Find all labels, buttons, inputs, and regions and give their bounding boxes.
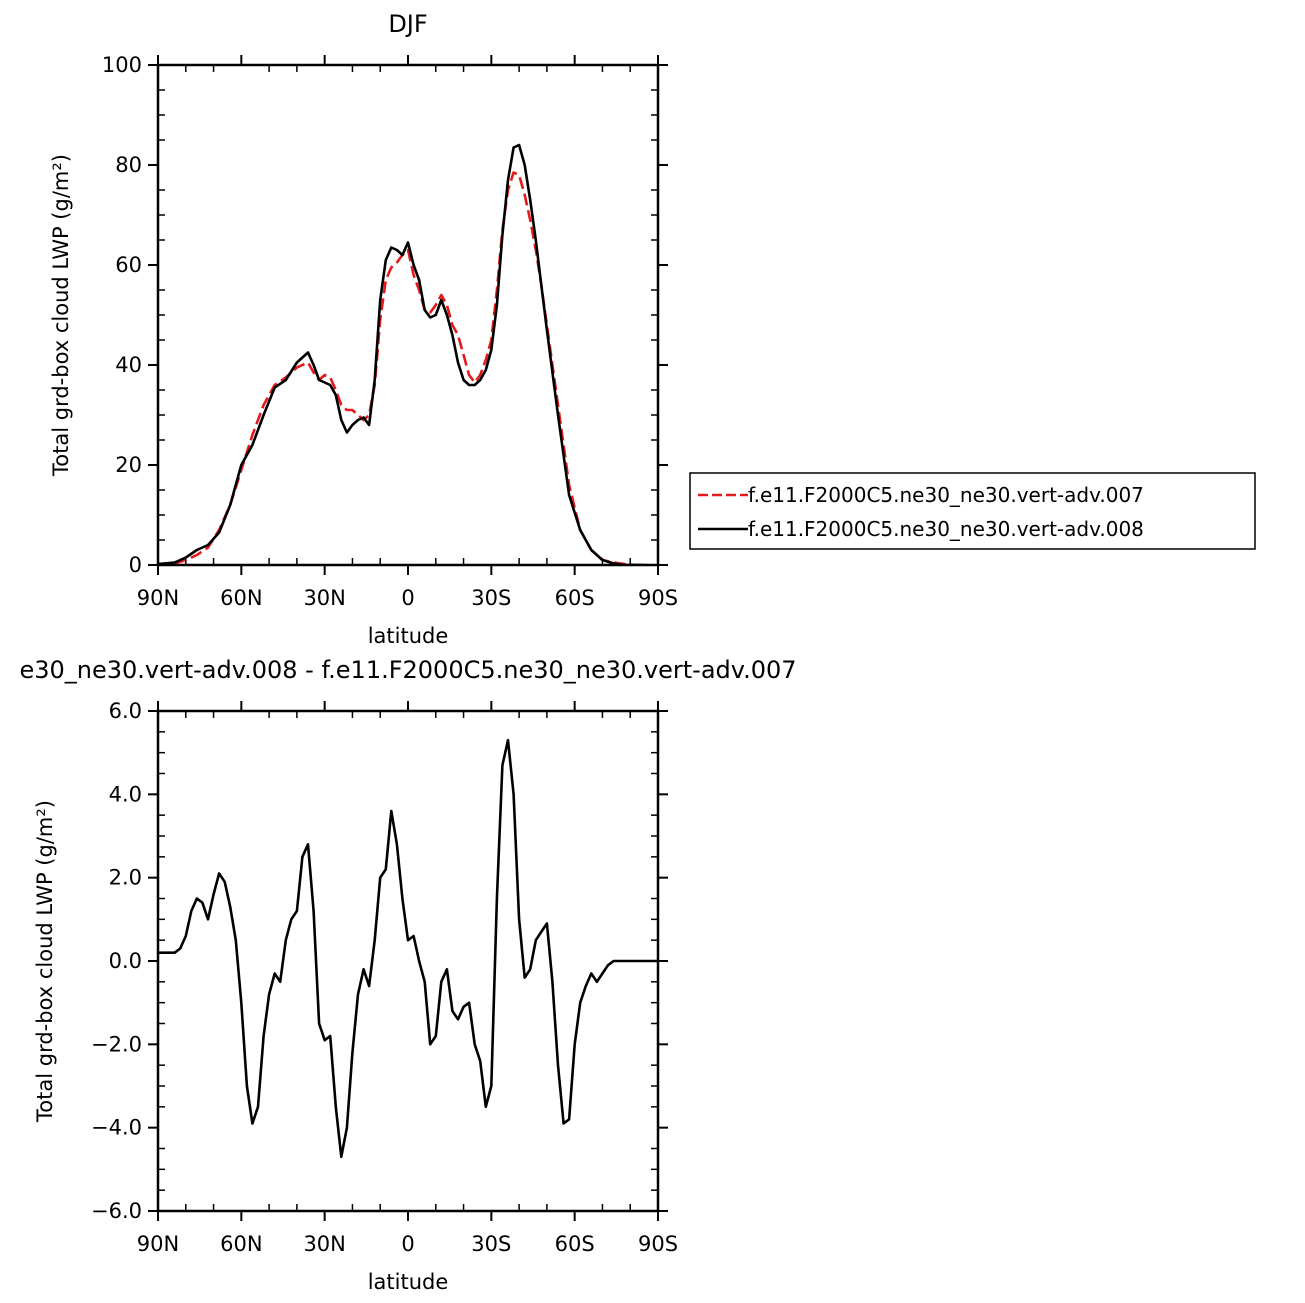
y-tick-label: 6.0 [109, 699, 142, 723]
x-tick-label: 30S [471, 586, 511, 610]
y-tick-label: −2.0 [91, 1032, 142, 1056]
y-tick-label: 60 [115, 253, 142, 277]
y-tick-label: 4.0 [109, 782, 142, 806]
x-tick-label: 60S [555, 586, 595, 610]
x-tick-label: 30N [303, 1232, 345, 1256]
x-tick-label: 60N [220, 586, 262, 610]
chart-panel-2: e30_ne30.vert-adv.008 - f.e11.F2000C5.ne… [19, 656, 796, 1294]
x-axis-label: latitude [368, 624, 449, 648]
y-tick-label: 20 [115, 453, 142, 477]
legend-label-2: f.e11.F2000C5.ne30_ne30.vert-adv.008 [748, 517, 1144, 541]
x-tick-label: 60S [555, 1232, 595, 1256]
plot-frame [156, 709, 660, 1213]
x-tick-label: 90S [638, 586, 678, 610]
x-tick-label: 0 [401, 1232, 414, 1256]
x-tick-label: 90N [137, 1232, 179, 1256]
plot-frame [156, 63, 660, 567]
legend-box [689, 472, 1256, 550]
x-axis-label: latitude [368, 1270, 449, 1294]
y-tick-label: 40 [115, 353, 142, 377]
x-tick-label: 60N [220, 1232, 262, 1256]
x-tick-label: 30S [471, 1232, 511, 1256]
series-line-1 [158, 738, 658, 1159]
x-tick-label: 90S [638, 1232, 678, 1256]
legend-label-1: f.e11.F2000C5.ne30_ne30.vert-adv.007 [748, 483, 1144, 507]
series-line-2 [158, 143, 647, 565]
y-tick-label: 0 [129, 553, 142, 577]
y-tick-label: 80 [115, 153, 142, 177]
x-tick-label: 0 [401, 586, 414, 610]
y-axis-label: Total grd-box cloud LWP (g/m²) [49, 154, 73, 477]
legend: f.e11.F2000C5.ne30_ne30.vert-adv.007 f.e1… [689, 472, 1256, 550]
x-tick-label: 30N [303, 586, 345, 610]
chart-title: e30_ne30.vert-adv.008 - f.e11.F2000C5.ne… [19, 656, 796, 684]
x-tick-label: 90N [137, 586, 179, 610]
y-tick-label: −4.0 [91, 1116, 142, 1140]
chart-title: DJF [388, 10, 427, 38]
series-line-1 [158, 171, 647, 565]
chart-panel-1: DJF 90N 60N 30N 0 30S 60S 90S 0 20 40 60 80 100 latitu… [49, 10, 1256, 648]
y-tick-label: 100 [102, 53, 142, 77]
y-axis-label: Total grd-box cloud LWP (g/m²) [33, 800, 57, 1123]
y-tick-label: −6.0 [91, 1199, 142, 1223]
y-tick-label: 0.0 [109, 949, 142, 973]
y-tick-label: 2.0 [109, 866, 142, 890]
